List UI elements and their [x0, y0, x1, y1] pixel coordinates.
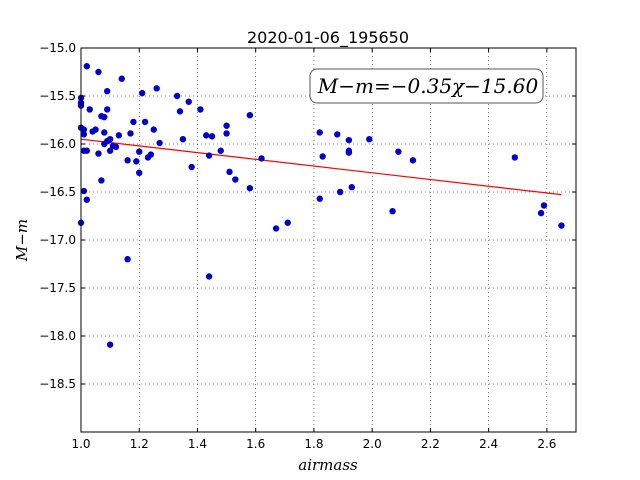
data-point [176, 108, 184, 115]
y-axis-label: M−m [13, 219, 31, 262]
data-point [205, 152, 213, 159]
chart-title: 2020-01-06_195650 [247, 28, 409, 48]
y-tick-label: −15.0 [39, 41, 76, 55]
data-point [188, 163, 195, 171]
data-point [106, 136, 114, 143]
data-point [153, 85, 160, 92]
data-point [389, 208, 396, 215]
x-tick-label: 1.8 [304, 437, 323, 451]
data-point [197, 106, 204, 113]
data-point [226, 168, 233, 176]
data-point [217, 147, 224, 154]
data-point [173, 92, 181, 100]
data-point [138, 89, 146, 97]
data-point [319, 153, 326, 160]
data-point [537, 209, 545, 217]
data-point [118, 75, 125, 82]
data-point [83, 196, 91, 203]
data-point [130, 118, 137, 126]
data-point [366, 136, 373, 143]
data-point [98, 177, 105, 184]
data-point [208, 133, 216, 140]
data-point [348, 184, 355, 191]
fit-equation-box: M−m=−0.35χ−15.60 [309, 68, 544, 104]
fit-equation: M−m=−0.35χ−15.60 [317, 74, 539, 98]
data-point [223, 122, 230, 129]
x-tick-label: 1.2 [130, 437, 149, 451]
data-point [205, 273, 213, 280]
data-point [95, 68, 102, 76]
data-point [336, 188, 344, 196]
y-tick-label: −18.0 [39, 329, 76, 343]
data-point [316, 129, 323, 136]
data-point [395, 148, 402, 155]
data-point [95, 150, 102, 157]
data-point [80, 187, 88, 195]
data-point [246, 112, 254, 119]
data-point [232, 176, 239, 183]
data-point [246, 184, 254, 192]
data-point [409, 157, 417, 164]
data-point [334, 131, 341, 138]
data-point [345, 149, 353, 156]
data-point [136, 148, 143, 155]
x-axis-label: airmass [298, 456, 358, 474]
data-point [124, 157, 131, 164]
data-point [115, 132, 123, 139]
data-point [345, 136, 353, 144]
y-tick-label: −15.5 [39, 89, 76, 103]
data-point [258, 155, 265, 162]
fit-equation-frame [309, 68, 544, 104]
y-tick-label: −18.5 [39, 377, 76, 391]
data-point [203, 132, 210, 139]
data-point [540, 202, 548, 209]
grid [80, 47, 576, 432]
x-tick-label: 1.4 [188, 437, 207, 451]
data-point [223, 130, 230, 137]
data-point [150, 126, 157, 133]
data-point [106, 147, 114, 154]
x-tick-label: 2.4 [479, 437, 498, 451]
x-tick-label: 1.6 [246, 437, 265, 451]
data-point [141, 118, 149, 126]
data-point [272, 225, 280, 232]
data-point [80, 131, 88, 138]
axis-ticks: 1.0 1.2 1.4 1.6 1.8 2.0 2.2 2.4 2.6 −15.0 −15.5 −16… [39, 41, 576, 451]
data-point [124, 256, 131, 263]
data-point [104, 106, 111, 113]
data-point [147, 151, 155, 158]
y-tick-label: −16.5 [39, 185, 76, 199]
data-point [101, 113, 108, 121]
data-point [511, 154, 519, 161]
y-tick-label: −17.5 [39, 281, 76, 295]
fit-line [80, 138, 562, 196]
y-tick-label: −16.0 [39, 137, 76, 151]
fit-line-layer [80, 138, 562, 196]
data-point [92, 126, 99, 133]
x-tick-label: 1.0 [71, 437, 90, 451]
data-point [83, 147, 91, 154]
y-tick-label: −17.0 [39, 233, 76, 247]
data-point [86, 106, 93, 113]
data-point [104, 88, 111, 95]
data-point [106, 341, 114, 348]
data-point [80, 126, 88, 133]
x-tick-label: 2.2 [421, 437, 440, 451]
data-point [127, 130, 134, 137]
data-points [77, 63, 565, 348]
data-point [156, 139, 163, 147]
data-point [284, 219, 291, 226]
data-point [136, 169, 143, 176]
data-point [101, 129, 108, 136]
data-point [112, 143, 120, 151]
data-point [133, 158, 140, 165]
data-point [558, 222, 565, 229]
data-point [83, 63, 91, 70]
data-point [185, 98, 192, 105]
x-tick-label: 2.6 [537, 437, 556, 451]
data-point [316, 195, 323, 202]
x-tick-label: 2.0 [363, 437, 382, 451]
data-point [179, 136, 187, 143]
